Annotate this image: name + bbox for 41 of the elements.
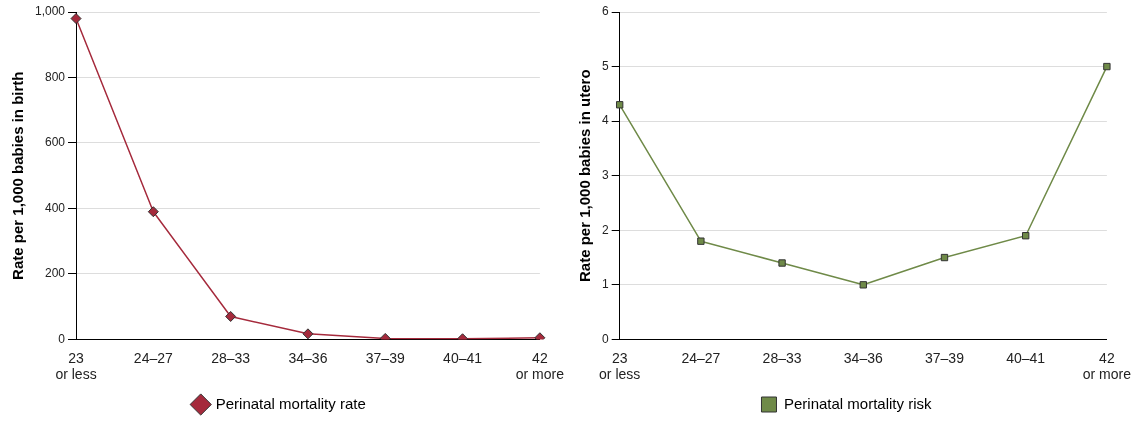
x-tick-label: 40–41 xyxy=(1006,349,1046,366)
x-tick-label: 24–27 xyxy=(133,349,174,366)
point xyxy=(940,253,949,262)
point xyxy=(859,281,867,289)
legend-label: Perinatal mortality rate xyxy=(215,394,366,412)
x-tick-label: 37–39 xyxy=(365,349,405,366)
y-axis-title: Rate per 1,000 babies in birth xyxy=(9,71,27,280)
y-tick-label: 200 xyxy=(45,266,66,281)
y-tick-label: 0 xyxy=(601,331,609,346)
y-tick-label: 2 xyxy=(601,222,609,237)
point xyxy=(778,259,786,267)
y-tick-label: 1,000 xyxy=(35,4,66,19)
x-tick-label: 40–41 xyxy=(443,349,483,366)
x-tick-label: 24–27 xyxy=(681,349,721,366)
x-tick-label: 28–33 xyxy=(211,349,251,366)
x-tick-label: 34–36 xyxy=(843,349,883,366)
y-tick-label: 4 xyxy=(601,113,609,128)
y-tick-label: 5 xyxy=(601,58,609,73)
point xyxy=(302,328,314,340)
point xyxy=(615,101,624,109)
x-tick-label: 42 or more xyxy=(1082,349,1132,383)
y-axis-title: Rate per 1,000 babies in utero xyxy=(576,69,594,282)
x-tick-label: 28–33 xyxy=(762,349,802,366)
y-tick-label: 0 xyxy=(58,331,66,346)
x-tick-label: 23 or less xyxy=(599,349,641,383)
y-tick-label: 800 xyxy=(45,69,66,84)
legend-label: Perinatal mortality risk xyxy=(783,394,933,412)
x-tick-label: 37–39 xyxy=(925,349,965,366)
y-tick-label: 600 xyxy=(45,135,66,150)
x-tick-label: 34–36 xyxy=(288,349,328,366)
point xyxy=(225,310,237,322)
y-tick-label: 400 xyxy=(45,200,66,215)
point xyxy=(1103,62,1111,71)
x-tick-label: 42 or more xyxy=(515,349,565,383)
y-tick-label: 3 xyxy=(601,168,609,183)
y-tick-label: 6 xyxy=(601,4,609,19)
y-tick-label: 1 xyxy=(601,277,609,292)
point xyxy=(1022,232,1030,240)
point xyxy=(147,206,159,218)
point xyxy=(697,237,705,245)
x-tick-label: 23 or less xyxy=(55,349,97,383)
